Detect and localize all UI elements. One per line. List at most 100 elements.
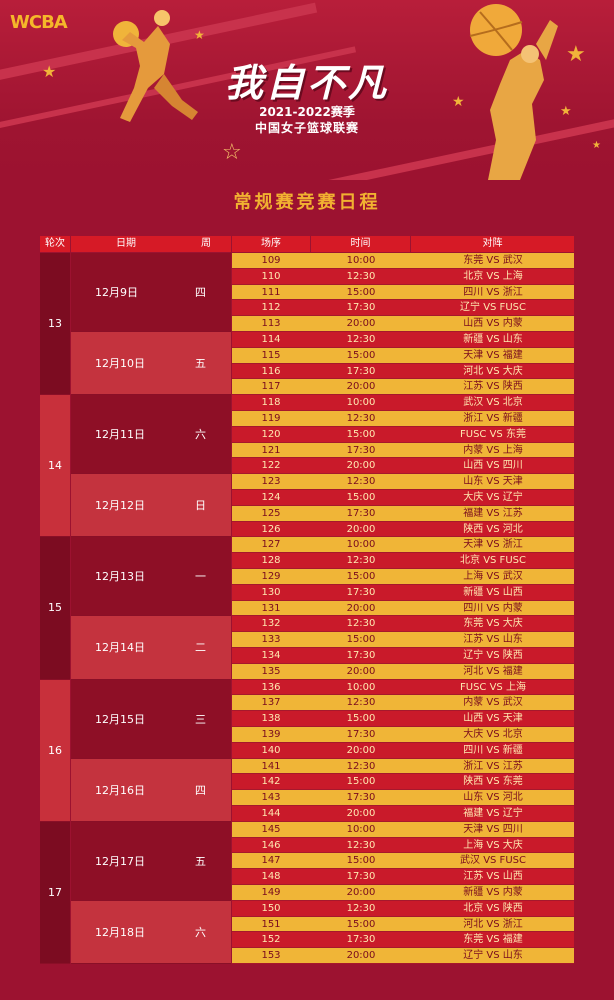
game-time: 17:30 [346,792,376,804]
game-number: 116 [261,365,281,377]
game-row: 145 10:00 天津 VS 四川 [232,821,574,838]
date-label: 12月9日 [95,286,138,299]
date-cell: 12月18日 六 [71,900,231,964]
main-title: 我自不凡 [224,61,389,105]
game-row: 129 15:00 上海 VS 武汉 [232,569,574,585]
game-number: 151 [261,918,281,930]
star-icon: ☆ [222,140,242,165]
game-matchup: 上海 VS 大庆 [463,839,523,851]
game-matchup: 北京 VS 上海 [463,270,523,282]
date-label: 12月14日 [95,641,145,655]
league-name: 中国女子篮球联赛 [254,121,359,135]
logo-text: WCBA [10,12,68,33]
game-number: 117 [261,381,281,393]
game-time: 10:00 [346,255,376,266]
game-matchup: 浙江 VS 江苏 [463,760,523,772]
game-time: 15:00 [346,428,376,440]
game-number: 114 [261,334,281,345]
game-matchup: 东莞 VS 大庆 [463,618,523,630]
game-number: 109 [261,255,281,266]
game-matchup: 大庆 VS 北京 [463,729,523,740]
game-time: 20:00 [346,523,376,535]
game-matchup: 山东 VS 河北 [463,792,523,804]
game-matchup: 武汉 VS 北京 [463,397,523,409]
date-cell: 12月17日 五 [71,821,231,901]
wcba-logo: WCBA [10,12,68,33]
game-number: 145 [261,823,281,835]
game-time: 15:00 [346,855,376,867]
game-number: 120 [261,428,281,440]
game-number: 139 [261,729,281,740]
weekday-label: 六 [195,428,206,442]
game-matchup: 四川 VS 浙江 [463,286,523,298]
game-time: 12:30 [346,476,376,488]
game-row: 120 15:00 FUSC VS 东莞 [232,426,574,443]
game-time: 20:00 [346,381,376,393]
date-cell: 12月9日 四 [71,253,231,332]
right-player-icon [469,4,558,180]
game-time: 20:00 [346,665,376,677]
star-icon: ★ [42,62,57,81]
game-matchup: FUSC VS 东莞 [460,428,526,440]
round-cell: 15 [40,537,70,680]
header-weekday: 周 [181,236,231,252]
game-row: 118 10:00 武汉 VS 北京 [232,395,574,411]
game-row: 121 17:30 内蒙 VS 上海 [232,442,574,459]
game-matchup: 北京 VS FUSC [460,555,526,567]
game-number: 149 [261,887,281,898]
star-icon: ★ [592,140,601,151]
date-label: 12月15日 [95,712,145,726]
game-time: 10:00 [346,823,376,835]
game-number: 128 [261,555,281,567]
game-row: 126 20:00 陕西 VS 河北 [232,521,574,538]
game-number: 115 [261,349,281,361]
banner: WCBA ★ ☆ ★ ★ ★ ★ ★ 我自不凡 2021-2022赛季 中国女子… [0,0,614,180]
game-row: 140 20:00 四川 VS 新疆 [232,742,574,759]
game-row: 143 17:30 山东 VS 河北 [232,790,574,806]
game-row: 122 20:00 山西 VS 四川 [232,458,574,475]
game-row: 123 12:30 山东 VS 天津 [232,474,574,490]
game-row: 135 20:00 河北 VS 福建 [232,663,574,680]
game-row: 114 12:30 新疆 VS 山东 [232,332,574,348]
game-time: 15:00 [346,918,376,930]
round-cell: 16 [40,679,70,822]
game-matchup: 内蒙 VS 武汉 [463,697,523,709]
game-number: 111 [261,286,281,298]
game-row: 131 20:00 四川 VS 内蒙 [232,600,574,617]
game-row: 128 12:30 北京 VS FUSC [232,553,574,569]
game-row: 116 17:30 河北 VS 大庆 [232,363,574,380]
game-row: 133 15:00 江苏 VS 山东 [232,632,574,648]
date-label: 12月11日 [95,428,145,442]
game-number: 147 [261,855,281,867]
weekday-label: 日 [195,499,206,513]
date-label: 12月16日 [95,783,145,797]
game-number: 125 [261,507,281,519]
round-cell: 13 [40,253,70,396]
star-icon: ★ [566,42,586,67]
game-number: 112 [261,302,281,314]
schedule-title: 常规赛竞赛日程 [233,192,381,213]
game-row: 149 20:00 新疆 VS 内蒙 [232,885,574,901]
game-matchup: 武汉 VS FUSC [460,855,526,867]
game-time: 20:00 [346,887,376,898]
game-number: 148 [261,871,281,883]
game-matchup: 辽宁 VS 山东 [463,950,523,962]
round-cell: 17 [40,821,70,964]
game-time: 17:30 [346,507,376,519]
game-time: 17:30 [346,444,376,456]
game-row: 150 12:30 北京 VS 陕西 [232,900,574,917]
game-time: 12:30 [346,760,376,772]
game-time: 15:00 [346,634,376,646]
game-matchup: 新疆 VS 山东 [463,334,523,345]
game-matchup: 山西 VS 内蒙 [463,318,523,330]
date-cell: 12月11日 六 [71,395,231,475]
game-time: 15:00 [346,776,376,788]
game-row: 152 17:30 东莞 VS 福建 [232,932,574,949]
game-matchup: 浙江 VS 新疆 [463,413,523,424]
game-time: 10:00 [346,539,376,551]
header-game-no: 场序 [232,236,310,252]
game-matchup: 上海 VS 武汉 [463,571,523,582]
game-time: 17:30 [346,586,376,598]
game-matchup: 北京 VS 陕西 [463,902,523,914]
weekday-label: 二 [195,641,206,655]
